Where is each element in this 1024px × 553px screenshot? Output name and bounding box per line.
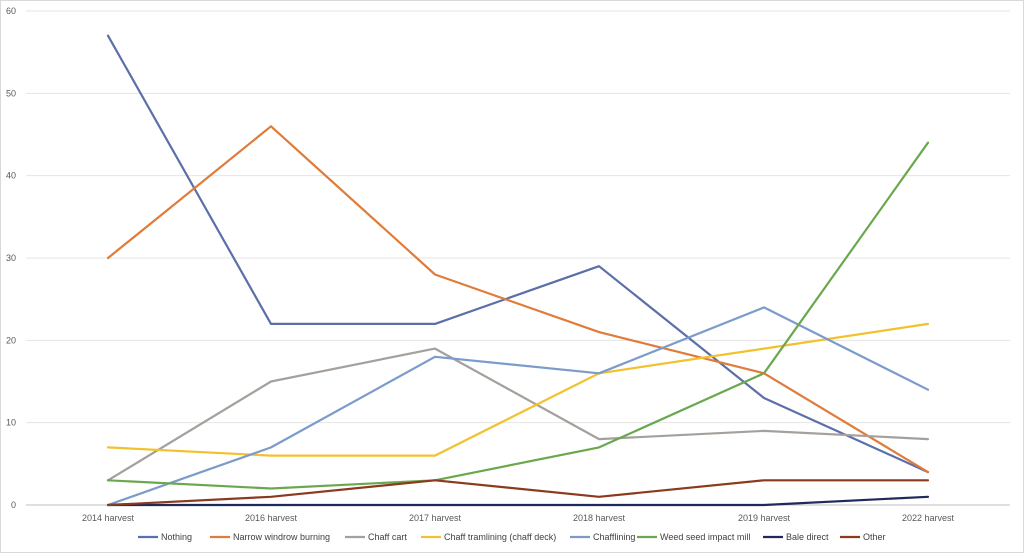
x-tick-label: 2016 harvest xyxy=(245,513,298,523)
legend-label: Chafflining xyxy=(593,532,635,542)
y-tick-label: 60 xyxy=(6,6,16,16)
series-chafflining-line xyxy=(106,306,930,507)
legend-label: Chaff cart xyxy=(368,532,407,542)
y-tick-label: 30 xyxy=(6,253,16,263)
series-chaff-tramlining-line xyxy=(106,322,930,457)
x-tick-label: 2017 harvest xyxy=(409,513,462,523)
legend-label: Chaff tramlining (chaff deck) xyxy=(444,532,556,542)
legend-label: Nothing xyxy=(161,532,192,542)
series-weed-seed-impact-mill-line xyxy=(106,141,930,490)
x-tick-label: 2019 harvest xyxy=(738,513,791,523)
x-tick-label: 2018 harvest xyxy=(573,513,626,523)
x-tick-label: 2022 harvest xyxy=(902,513,955,523)
y-tick-label: 40 xyxy=(6,171,16,181)
y-tick-label: 10 xyxy=(6,418,16,428)
series-narrow-windrow-burning-line xyxy=(106,125,930,474)
gridlines xyxy=(26,10,1010,506)
y-tick-label: 20 xyxy=(6,335,16,345)
y-tick-label: 0 xyxy=(11,500,16,510)
legend-label: Narrow windrow burning xyxy=(233,532,330,542)
legend-label: Bale direct xyxy=(786,532,829,542)
series-chaff-cart-line xyxy=(106,347,930,482)
legend-label: Other xyxy=(863,532,886,542)
legend-label: Weed seed impact mill xyxy=(660,532,750,542)
x-tick-label: 2014 harvest xyxy=(82,513,135,523)
y-tick-label: 50 xyxy=(6,88,16,98)
series-nothing-line xyxy=(106,34,930,474)
series-other-line xyxy=(106,479,930,507)
series-bale-direct-line xyxy=(106,495,930,507)
